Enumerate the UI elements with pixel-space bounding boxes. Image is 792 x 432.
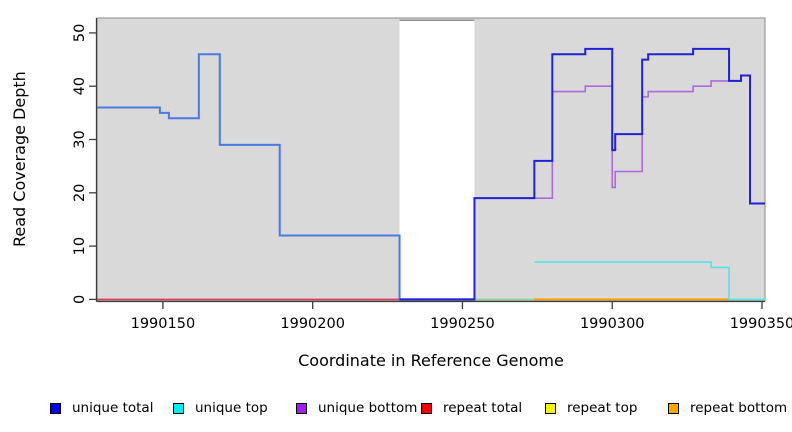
legend-item-unique-bottom: unique bottom [296,397,417,419]
x-tick-label: 1990350 [730,316,792,332]
unique-total-swatch-icon [50,402,61,414]
series-unique-total [399,47,765,301]
legend-item-repeat-bottom: repeat bottom [668,397,787,419]
legend-item-unique-total: unique total [50,397,153,419]
legend: unique total unique top unique bottom re… [0,397,792,421]
legend-item-repeat-top: repeat top [545,397,637,419]
legend-label: repeat bottom [690,400,788,416]
legend-item-unique-top: unique top [173,397,268,419]
plot-area: 1990150 1990200 1990250 1990300 1990350 0 10 20… [72,17,792,332]
legend-label: repeat total [443,400,523,416]
y-tick-label: 20 [72,184,88,202]
y-tick-label: 30 [72,130,88,148]
series-unique-top [534,261,765,301]
x-tick-label: 1990200 [280,316,345,332]
y-axis-label: Read Coverage Depth [10,71,29,247]
unique-top-swatch-icon [173,402,184,414]
repeat-top-swatch-icon [545,402,556,414]
y-tick-label: 0 [72,295,88,304]
x-tick-label: 1990250 [430,316,495,332]
x-tick-label: 1990300 [580,316,645,332]
y-tick-label: 40 [72,77,88,95]
x-tick-label: 1990150 [131,316,196,332]
legend-label: repeat top [567,400,638,416]
repeat-total-swatch-icon [421,402,432,414]
series-unique-total-left-unique-segment- [97,53,475,301]
legend-label: unique bottom [318,400,418,416]
masked-region [399,19,475,300]
y-tick-label: 50 [72,24,88,42]
x-axis-label: Coordinate in Reference Genome [298,351,564,370]
legend-item-repeat-total: repeat total [421,397,522,419]
y-tick-label: 10 [72,237,88,255]
legend-label: unique total [72,400,154,416]
repeat-bottom-swatch-icon [668,402,679,414]
legend-label: unique top [195,400,268,416]
unique-bottom-swatch-icon [296,402,307,414]
